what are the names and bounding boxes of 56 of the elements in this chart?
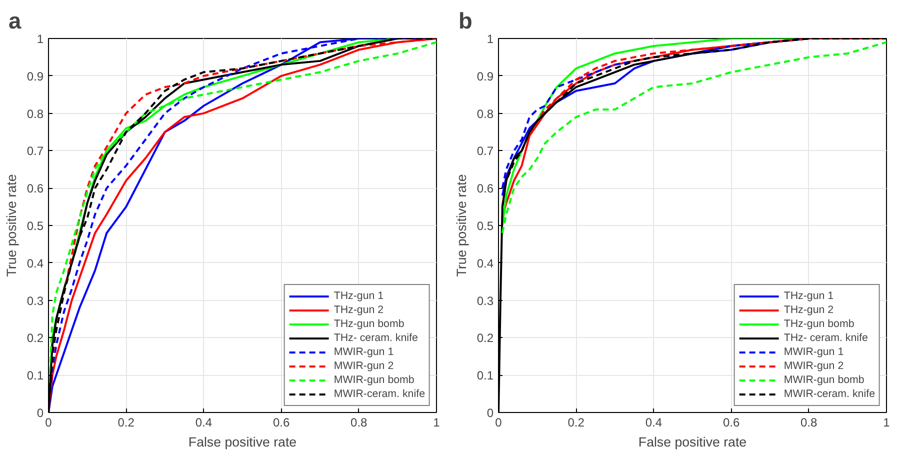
y-tick-label: 0.1 bbox=[476, 368, 494, 383]
y-tick-label: 1 bbox=[36, 32, 44, 46]
y-tick-label: 0.3 bbox=[476, 294, 494, 308]
legend-label: MWIR-gun 1 bbox=[334, 345, 394, 359]
legend-label: MWIR-ceram. knife bbox=[334, 387, 425, 401]
x-tick-label: 0.8 bbox=[350, 416, 368, 430]
y-tick-label: 0.4 bbox=[476, 256, 494, 270]
x-tick-label: 0 bbox=[495, 416, 502, 430]
y-tick-label: 0.2 bbox=[26, 331, 44, 346]
y-tick-label: 0.6 bbox=[26, 182, 44, 196]
y-tick-label: 0.9 bbox=[26, 69, 44, 84]
x-axis-title: False positive rate bbox=[188, 434, 297, 450]
chart-title: b bbox=[458, 8, 472, 34]
legend-label: THz-gun bomb bbox=[334, 317, 404, 331]
y-tick-label: 0.8 bbox=[26, 106, 44, 121]
x-tick-label: 0.6 bbox=[272, 416, 290, 430]
legend-label: MWIR-gun bomb bbox=[334, 373, 414, 387]
legend-label: THz-gun 1 bbox=[784, 289, 834, 303]
x-tick-label: 0.4 bbox=[645, 416, 662, 430]
y-tick-label: 0.3 bbox=[26, 294, 44, 308]
x-tick-label: 1 bbox=[883, 416, 890, 430]
x-tick-label: 0 bbox=[45, 416, 52, 430]
y-tick-label: 0.2 bbox=[476, 331, 494, 346]
y-tick-label: 0 bbox=[486, 406, 494, 420]
legend-label: MWIR-ceram. knife bbox=[784, 387, 875, 401]
x-tick-label: 0.2 bbox=[568, 416, 585, 430]
x-tick-label: 0.6 bbox=[722, 416, 740, 430]
y-tick-label: 0.1 bbox=[26, 368, 44, 383]
legend-label: THz-gun 2 bbox=[334, 303, 384, 317]
legend-label: MWIR-gun 1 bbox=[784, 345, 844, 359]
y-tick-label: 0.4 bbox=[26, 256, 44, 270]
legend-label: MWIR-gun 2 bbox=[784, 359, 844, 373]
y-tick-label: 1 bbox=[486, 32, 494, 46]
y-tick-label: 0.8 bbox=[476, 106, 494, 121]
y-tick-label: 0.5 bbox=[26, 219, 44, 233]
x-tick-label: 0.4 bbox=[195, 416, 212, 430]
y-axis-title: True positive rate bbox=[4, 174, 19, 277]
y-tick-label: 0 bbox=[36, 406, 44, 420]
legend-label: THz- ceram. knife bbox=[784, 331, 868, 345]
x-tick-label: 0.2 bbox=[118, 416, 135, 430]
y-tick-label: 0.6 bbox=[476, 182, 494, 196]
legend-label: THz-gun 2 bbox=[784, 303, 834, 317]
legend-label: MWIR-gun bomb bbox=[784, 373, 864, 387]
legend-label: THz- ceram. knife bbox=[334, 331, 418, 345]
y-tick-label: 0.7 bbox=[476, 144, 494, 158]
y-tick-label: 0.7 bbox=[26, 144, 44, 158]
y-tick-label: 0.5 bbox=[476, 219, 494, 233]
legend-label: MWIR-gun 2 bbox=[334, 359, 394, 373]
y-axis-title: True positive rate bbox=[454, 174, 469, 277]
y-tick-label: 0.9 bbox=[476, 69, 494, 84]
x-tick-label: 1 bbox=[433, 416, 440, 430]
x-tick-label: 0.8 bbox=[800, 416, 818, 430]
chart-title: a bbox=[8, 8, 22, 34]
legend-label: THz-gun bomb bbox=[784, 317, 854, 331]
legend-label: THz-gun 1 bbox=[334, 289, 384, 303]
x-axis-title: False positive rate bbox=[638, 434, 747, 450]
